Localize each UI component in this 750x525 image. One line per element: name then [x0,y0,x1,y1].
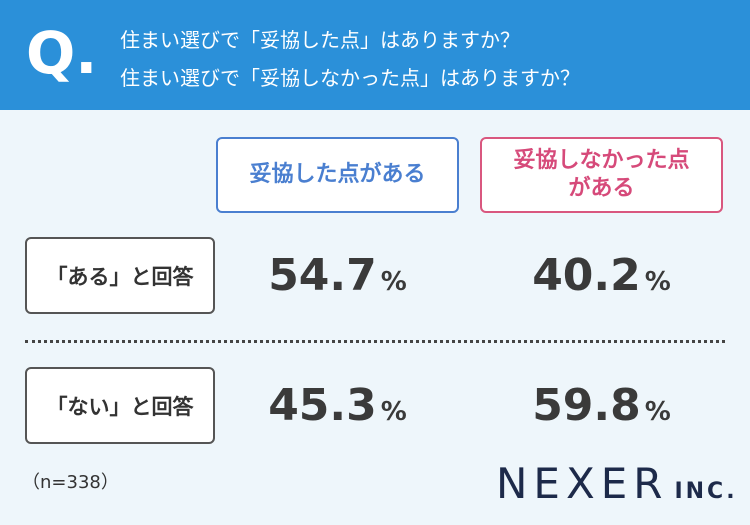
column-header-text: 妥協しなかった点 [513,148,690,173]
question-line: 住まい選びで「妥協しなかった点」はありますか？ [120,66,580,90]
value: 45.3 [268,380,377,431]
cell-value: 54.7% [216,246,459,312]
row-label: 「ない」と回答 [25,367,215,444]
unit: % [380,397,407,427]
column-header-text: がある [568,176,635,201]
header-band [0,0,750,110]
value: 59.8 [532,380,641,431]
cell-value: 59.8% [480,376,723,442]
unit: % [644,397,671,427]
question-line: 住まい選びで「妥協した点」はありますか？ [120,28,520,52]
column-header-text: 妥協した点がある [249,162,426,187]
brand-suffix: INC. [674,479,738,504]
unit: % [644,267,671,297]
row-label: 「ある」と回答 [25,237,215,314]
column-header: 妥協した点がある [216,137,459,213]
sample-size: （n=338） [22,472,119,493]
column-header: 妥協しなかった点 がある [480,137,723,213]
q-mark: Q. [26,19,98,87]
unit: % [380,267,407,297]
value: 40.2 [532,250,641,301]
cell-value: 40.2% [480,246,723,312]
value: 54.7 [268,250,377,301]
cell-value: 45.3% [216,376,459,442]
brand-logo: NEXER INC. [496,456,738,520]
brand: NEXER [496,459,669,508]
divider [25,340,725,343]
